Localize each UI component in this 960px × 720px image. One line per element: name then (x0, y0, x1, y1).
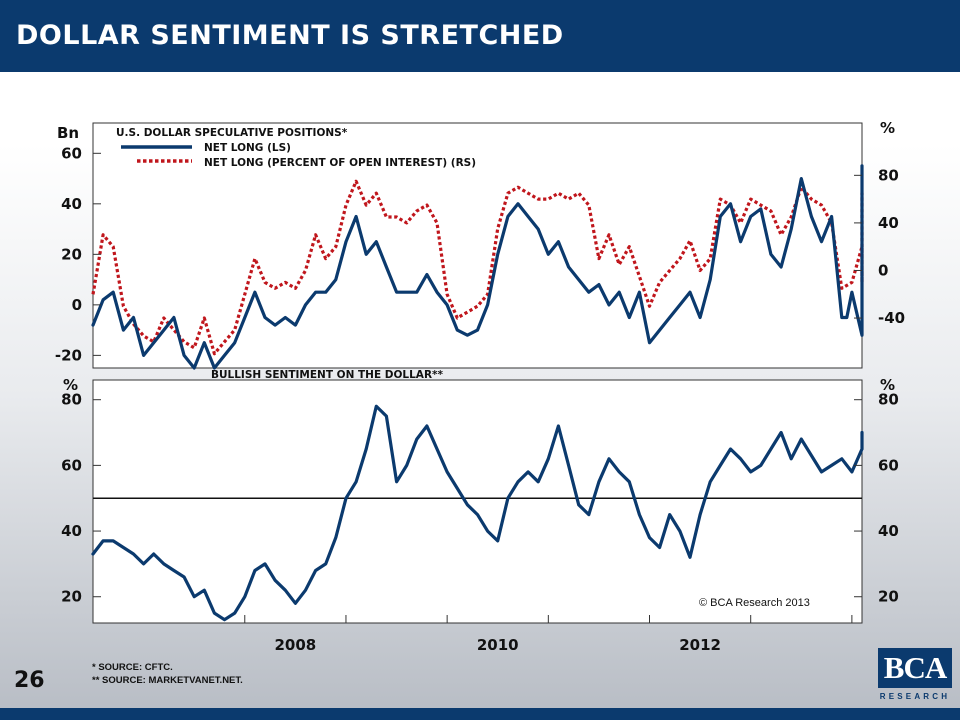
footnote-marketvane: ** SOURCE: MARKETVANET.NET. (92, 675, 243, 686)
upper-series-group (91, 164, 864, 370)
slide-number: 26 (14, 668, 45, 693)
upper-left-tick-label: 60 (61, 144, 82, 162)
x-tick-label: 2010 (477, 636, 519, 654)
upper-left-tick-label: -20 (55, 346, 82, 364)
title-bar: DOLLAR SENTIMENT IS STRETCHED (0, 0, 960, 72)
legend-label-net-long: NET LONG (LS) (204, 142, 291, 154)
lower-left-tick-label: 20 (61, 588, 82, 606)
upper-right-tick-label: 0 (878, 261, 888, 279)
upper-right-unit: % (880, 119, 895, 137)
slide-title: DOLLAR SENTIMENT IS STRETCHED (16, 20, 564, 51)
lower-right-tick-label: 80 (878, 391, 899, 409)
x-tick-label: 2012 (679, 636, 721, 654)
upper-right-tick-label: -40 (878, 309, 905, 327)
lower-left-tick-label: 40 (61, 522, 82, 540)
footnote-cftc: * SOURCE: CFTC. (92, 662, 173, 673)
logo-mark: BCA (878, 648, 952, 688)
lower-left-tick-label: 60 (61, 456, 82, 474)
upper-left-unit: Bn (57, 124, 79, 142)
footnotes: * SOURCE: CFTC. ** SOURCE: MARKETVANET.N… (92, 661, 243, 687)
bca-logo: BCA RESEARCH (878, 648, 952, 704)
lower-left-tick-label: 80 (61, 391, 82, 409)
series-percent-open-interest (91, 179, 864, 356)
lower-right-unit: % (880, 376, 895, 394)
upper-right-tick-label: 40 (878, 214, 899, 232)
lower-right-tick-label: 60 (878, 456, 899, 474)
lower-series-group (91, 404, 864, 622)
x-tick-label: 2008 (274, 636, 316, 654)
upper-right-tick-label: 80 (878, 166, 899, 184)
bottom-bar (0, 708, 960, 720)
series-net-long (91, 164, 864, 370)
lower-panel-frame (92, 379, 863, 624)
upper-left-tick-label: 20 (61, 245, 82, 263)
lower-right-tick-label: 20 (878, 588, 899, 606)
upper-left-tick-label: 0 (72, 296, 82, 314)
legend-label-percent-oi: NET LONG (PERCENT OF OPEN INTEREST) (RS) (204, 157, 476, 169)
lower-right-tick-label: 40 (878, 522, 899, 540)
lower-left-unit: % (63, 376, 78, 394)
upper-left-tick-label: 40 (61, 195, 82, 213)
lower-chart-title: BULLISH SENTIMENT ON THE DOLLAR** (211, 369, 444, 381)
copyright-note: © BCA Research 2013 (699, 597, 810, 609)
axes-group: -20 0 20 40 60 -40 0 40 80 20 40 60 80 20 40 60 80 2008 20… (55, 144, 905, 654)
logo-subtitle: RESEARCH (879, 692, 951, 701)
series-bullish-sentiment (91, 404, 864, 622)
upper-chart-title: U.S. DOLLAR SPECULATIVE POSITIONS* (116, 127, 348, 139)
